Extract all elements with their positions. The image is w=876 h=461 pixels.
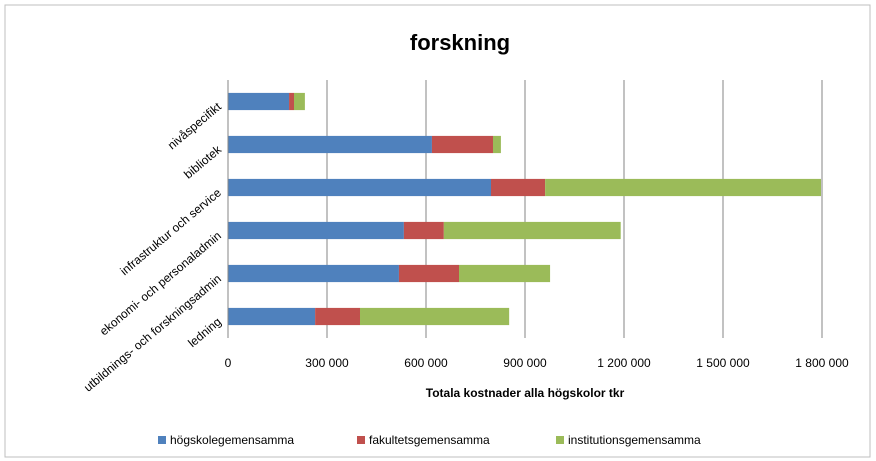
x-axis-title: Totala kostnader alla högskolor tkr	[426, 386, 625, 400]
bar-segment	[545, 178, 822, 197]
bar-segment	[228, 307, 316, 326]
x-tick-label: 300 000	[305, 356, 349, 370]
legend-label: institutionsgemensamma	[568, 433, 701, 447]
bar-segment	[228, 264, 399, 283]
bar-segment	[228, 92, 290, 111]
legend-swatch	[158, 436, 166, 444]
bar-segment	[492, 135, 501, 154]
bar-segment	[315, 307, 360, 326]
bar-segment	[443, 221, 621, 240]
legend-label: fakultetsgemensamma	[369, 433, 490, 447]
legend-label: högskolegemensamma	[170, 433, 294, 447]
bar-segment	[228, 135, 432, 154]
bar-segment	[289, 92, 294, 111]
bar-segment	[491, 178, 546, 197]
bar-segment	[403, 221, 444, 240]
bar-segment	[228, 178, 492, 197]
bar-segment	[459, 264, 551, 283]
bar-segment	[398, 264, 459, 283]
bar-segment	[228, 221, 404, 240]
chart-title: forskning	[410, 30, 510, 55]
x-tick-label: 1 500 000	[696, 356, 750, 370]
legend-swatch	[556, 436, 564, 444]
bar-segment	[294, 92, 305, 111]
x-tick-label: 1 800 000	[795, 356, 849, 370]
bar-segment	[431, 135, 493, 154]
x-tick-label: 600 000	[404, 356, 448, 370]
x-tick-label: 0	[225, 356, 232, 370]
legend-swatch	[357, 436, 365, 444]
bar-segment	[360, 307, 510, 326]
x-tick-label: 900 000	[503, 356, 547, 370]
x-tick-label: 1 200 000	[597, 356, 651, 370]
